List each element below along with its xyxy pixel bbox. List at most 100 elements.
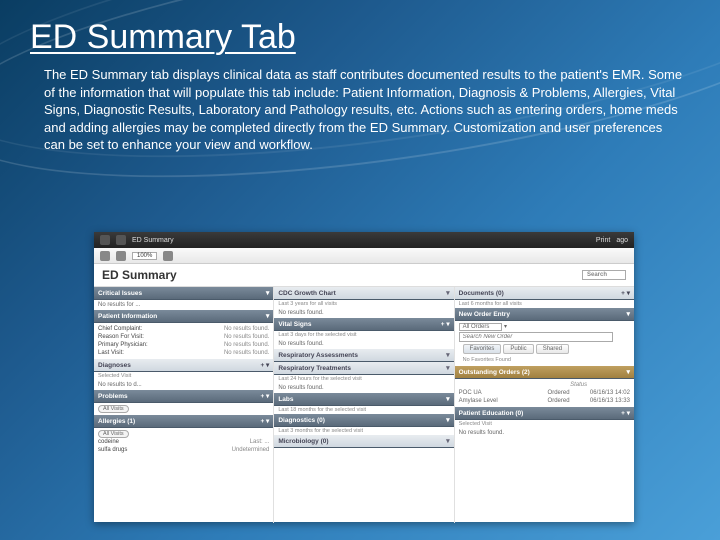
chevron-down-icon: ▾	[266, 289, 270, 297]
search-input[interactable]: Search	[582, 270, 626, 280]
breadcrumb: ED Summary	[132, 237, 174, 244]
table-row: POC UA Ordered 06/16/13 14:02	[459, 389, 630, 397]
cdc-header[interactable]: CDC Growth Chart ▾	[274, 287, 453, 300]
back-icon[interactable]	[100, 235, 110, 245]
chevron-down-icon: ▾	[446, 364, 450, 372]
outstanding-title: Outstanding Orders (2)	[459, 369, 530, 376]
chevron-down-icon: ▾	[446, 416, 450, 424]
resp-assess-title: Respiratory Assessments	[278, 352, 358, 359]
cdc-title: CDC Growth Chart	[278, 290, 335, 297]
chevron-down-icon: ▾	[446, 437, 450, 445]
allergies-title: Allergies (1)	[98, 418, 135, 425]
time-ago-label: ago	[616, 237, 628, 244]
order-entry-header[interactable]: New Order Entry ▾	[455, 308, 634, 321]
slide-title: ED Summary Tab	[30, 18, 296, 57]
documents-title: Documents (0)	[459, 290, 504, 297]
table-row: codeineLast: ...	[98, 438, 269, 446]
patient-info-header[interactable]: Patient Information ▾	[94, 310, 273, 323]
table-row: sulfa drugsUndetermined	[98, 446, 269, 454]
order-entry-body: All Orders ▾ Favorites Public Shared No …	[455, 321, 634, 366]
cdc-empty: No results found.	[274, 308, 453, 318]
resp-assess-header[interactable]: Respiratory Assessments ▾	[274, 349, 453, 362]
diagnostics-header[interactable]: Diagnostics (0)▾	[274, 414, 453, 427]
labs-sub: Last 18 months for the selected visit	[274, 406, 453, 414]
tab-all-visits[interactable]: All Visits	[98, 405, 129, 413]
diagnoses-header[interactable]: Diagnoses + ▾	[94, 359, 273, 372]
chevron-down-icon: ▾	[266, 312, 270, 320]
chevron-down-icon: ▾	[446, 289, 450, 297]
column-3: Documents (0) + ▾ Last 6 months for all v…	[455, 287, 634, 523]
chevron-down-icon: ▾	[626, 368, 630, 376]
resp-treat-sub: Last 24 hours for the selected visit	[274, 375, 453, 383]
problems-body: All Visits	[94, 403, 273, 415]
add-icon[interactable]: + ▾	[621, 409, 630, 417]
cdc-sub: Last 3 years for all visits	[274, 300, 453, 308]
order-empty: No Favorites Found	[459, 356, 630, 364]
toolbar-icon-3[interactable]	[163, 251, 173, 261]
diagnoses-empty: No results to d...	[94, 380, 273, 390]
vital-sub: Last 3 days for the selected visit	[274, 331, 453, 339]
allergies-header[interactable]: Allergies (1) + ▾	[94, 415, 273, 428]
order-search-input[interactable]	[459, 332, 613, 342]
resp-treat-header[interactable]: Respiratory Treatments ▾	[274, 362, 453, 375]
tab-shared[interactable]: Shared	[536, 344, 569, 354]
order-entry-title: New Order Entry	[459, 311, 510, 318]
column-1: Critical Issues ▾ No results for ... Pati…	[94, 287, 274, 523]
app-topbar: ED Summary Print ago	[94, 232, 634, 248]
tab-favorites[interactable]: Favorites	[463, 344, 502, 354]
diagnoses-title: Diagnoses	[98, 362, 131, 369]
table-row: Amylase Level Ordered 06/16/13 13:33	[459, 397, 630, 405]
home-icon[interactable]	[116, 235, 126, 245]
critical-issues-header[interactable]: Critical Issues ▾	[94, 287, 273, 300]
micro-header[interactable]: Microbiology (0) ▾	[274, 435, 453, 448]
column-2: CDC Growth Chart ▾ Last 3 years for all v…	[274, 287, 454, 523]
add-icon[interactable]: + ▾	[260, 417, 269, 425]
table-row: Last Visit:No results found.	[98, 349, 269, 357]
order-type-select[interactable]: All Orders	[459, 323, 503, 331]
zoom-level[interactable]: 100%	[132, 252, 157, 260]
diagnoses-sub: Selected Visit	[94, 372, 273, 380]
patient-ed-title: Patient Education (0)	[459, 410, 524, 417]
resp-treat-title: Respiratory Treatments	[278, 365, 351, 372]
table-header: Status	[459, 381, 630, 389]
tab-all-visits[interactable]: All Visits	[98, 430, 129, 438]
problems-title: Problems	[98, 393, 128, 400]
add-icon[interactable]: + ▾	[260, 392, 269, 400]
labs-title: Labs	[278, 396, 293, 403]
documents-sub: Last 6 months for all visits	[455, 300, 634, 308]
add-icon[interactable]: + ▾	[260, 361, 269, 369]
table-row: Chief Complaint:No results found.	[98, 325, 269, 333]
patient-ed-sub: Selected Visit	[455, 420, 634, 428]
table-row: Reason For Visit:No results found.	[98, 333, 269, 341]
order-tabs: Favorites Public Shared	[459, 342, 630, 356]
print-button[interactable]: Print	[596, 237, 610, 244]
chevron-down-icon: ▾	[446, 351, 450, 359]
patient-info-title: Patient Information	[98, 313, 157, 320]
critical-issues-title: Critical Issues	[98, 290, 142, 297]
vital-title: Vital Signs	[278, 321, 311, 328]
outstanding-header[interactable]: Outstanding Orders (2) ▾	[455, 366, 634, 379]
vital-header[interactable]: Vital Signs + ▾	[274, 318, 453, 331]
app-subbar: 100%	[94, 248, 634, 264]
patient-ed-header[interactable]: Patient Education (0) + ▾	[455, 407, 634, 420]
page-title: ED Summary	[102, 268, 177, 282]
problems-header[interactable]: Problems + ▾	[94, 390, 273, 403]
documents-header[interactable]: Documents (0) + ▾	[455, 287, 634, 300]
critical-issues-body: No results for ...	[94, 300, 273, 310]
toolbar-icon-2[interactable]	[116, 251, 126, 261]
labs-header[interactable]: Labs▾	[274, 393, 453, 406]
patient-ed-empty: No results found.	[455, 428, 634, 438]
micro-title: Microbiology (0)	[278, 438, 328, 445]
diagnostics-sub: Last 3 months for the selected visit	[274, 427, 453, 435]
tab-public[interactable]: Public	[503, 344, 533, 354]
add-icon[interactable]: + ▾	[441, 320, 450, 328]
add-icon[interactable]: + ▾	[621, 289, 630, 297]
resp-treat-empty: No results found.	[274, 383, 453, 393]
page-header: ED Summary Search	[94, 264, 634, 287]
vital-empty: No results found.	[274, 339, 453, 349]
chevron-down-icon: ▾	[626, 310, 630, 318]
slide-body: The ED Summary tab displays clinical dat…	[44, 66, 684, 154]
toolbar-icon-1[interactable]	[100, 251, 110, 261]
table-row: Primary Physician:No results found.	[98, 341, 269, 349]
patient-info-body: Chief Complaint:No results found. Reason…	[94, 323, 273, 359]
